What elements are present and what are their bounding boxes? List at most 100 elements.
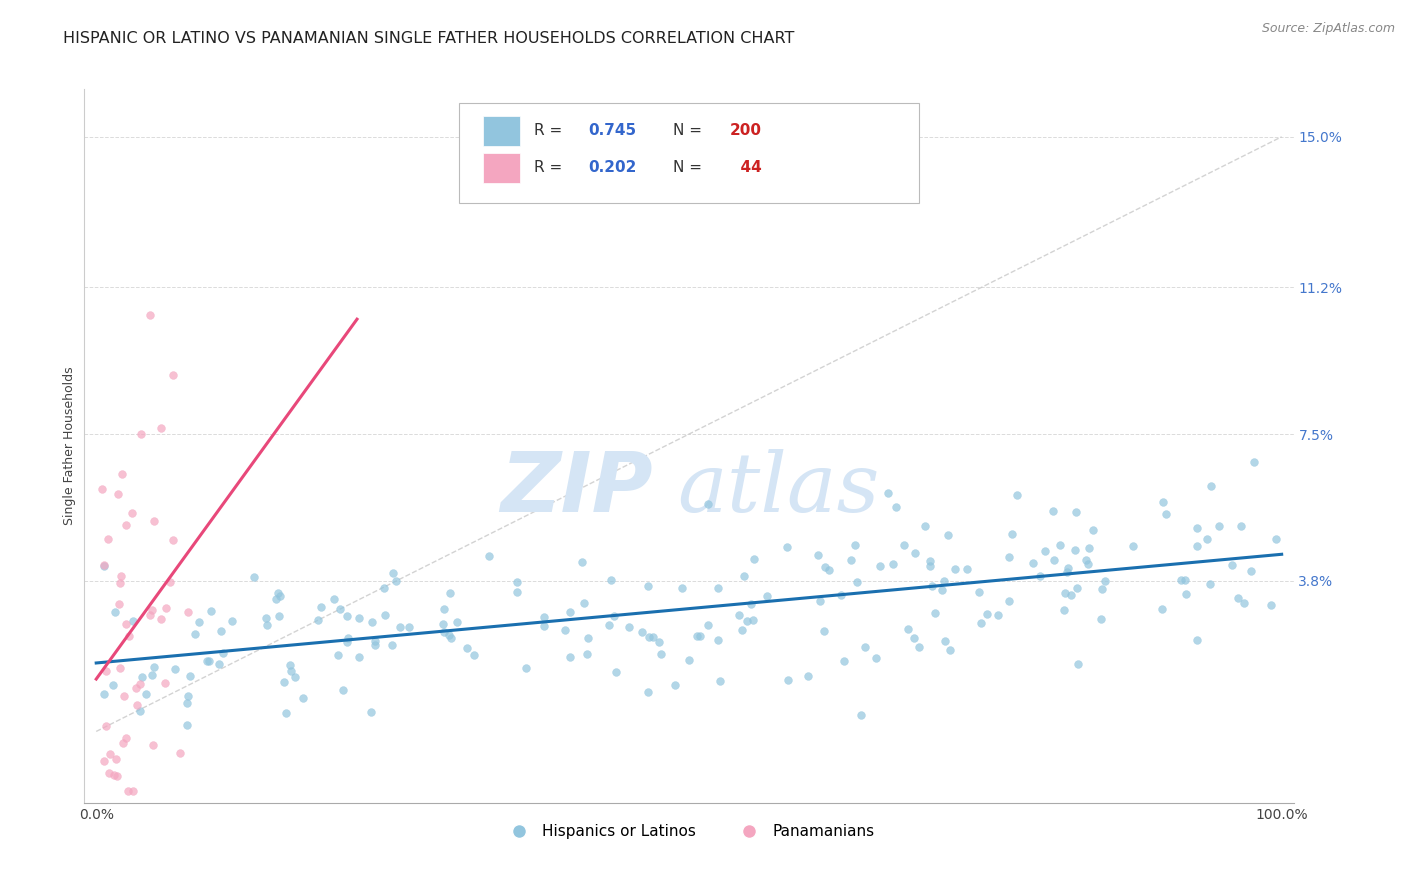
- Point: [332, 683, 354, 698]
- Point: [671, 581, 693, 595]
- Point: [924, 606, 946, 620]
- Point: [697, 498, 720, 512]
- Point: [1056, 565, 1078, 579]
- Point: [311, 599, 333, 614]
- Point: [98, 747, 121, 761]
- Point: [107, 486, 129, 500]
- Point: [143, 514, 166, 528]
- Point: [389, 620, 412, 634]
- Point: [433, 625, 456, 640]
- Point: [446, 615, 468, 629]
- Text: Source: ZipAtlas.com: Source: ZipAtlas.com: [1261, 22, 1395, 36]
- Point: [939, 642, 962, 657]
- Point: [97, 765, 120, 780]
- Point: [932, 574, 955, 588]
- Point: [1074, 553, 1097, 567]
- Point: [602, 609, 624, 624]
- Point: [936, 528, 959, 542]
- Text: 0.202: 0.202: [589, 161, 637, 175]
- Point: [877, 485, 900, 500]
- Point: [918, 554, 941, 568]
- Point: [1067, 657, 1090, 671]
- Point: [209, 624, 232, 638]
- Point: [291, 690, 314, 705]
- Point: [110, 661, 132, 675]
- Point: [893, 539, 915, 553]
- Point: [1094, 574, 1116, 588]
- Point: [970, 615, 993, 630]
- Point: [326, 648, 349, 662]
- Point: [967, 585, 990, 599]
- Point: [689, 629, 711, 643]
- Point: [329, 602, 352, 616]
- Point: [817, 564, 839, 578]
- Point: [177, 689, 200, 703]
- Point: [221, 614, 243, 628]
- Point: [1022, 556, 1045, 570]
- Point: [506, 575, 529, 590]
- Point: [361, 615, 384, 629]
- Point: [1195, 532, 1218, 546]
- Point: [576, 631, 599, 645]
- FancyBboxPatch shape: [484, 116, 520, 145]
- Point: [110, 576, 132, 591]
- Point: [323, 592, 346, 607]
- Point: [598, 617, 620, 632]
- Point: [1233, 596, 1256, 610]
- Point: [208, 657, 231, 671]
- Point: [709, 674, 731, 689]
- Point: [907, 640, 929, 655]
- Point: [91, 482, 114, 496]
- Point: [839, 553, 862, 567]
- Point: [558, 605, 581, 619]
- Point: [115, 617, 138, 632]
- Point: [943, 562, 966, 576]
- Text: N =: N =: [673, 161, 707, 175]
- Point: [755, 589, 778, 603]
- Point: [432, 617, 454, 632]
- Point: [1150, 602, 1173, 616]
- Point: [1187, 520, 1209, 534]
- Point: [903, 632, 925, 646]
- Point: [737, 615, 759, 629]
- Point: [267, 586, 290, 600]
- Point: [142, 738, 165, 752]
- Point: [195, 654, 218, 668]
- Point: [264, 591, 287, 606]
- Point: [307, 614, 329, 628]
- Point: [956, 562, 979, 576]
- FancyBboxPatch shape: [460, 103, 918, 203]
- Point: [117, 784, 139, 798]
- Point: [382, 566, 405, 580]
- Point: [1174, 573, 1197, 587]
- Point: [165, 662, 187, 676]
- Legend: Hispanics or Latinos, Panamanians: Hispanics or Latinos, Panamanians: [498, 818, 880, 845]
- Point: [1187, 633, 1209, 648]
- Point: [1220, 558, 1243, 572]
- Point: [273, 675, 295, 690]
- Point: [380, 639, 402, 653]
- Point: [374, 608, 396, 623]
- Point: [678, 653, 700, 667]
- Point: [336, 631, 359, 645]
- Point: [143, 660, 166, 674]
- Point: [360, 706, 382, 720]
- Point: [278, 657, 301, 672]
- Point: [150, 420, 173, 434]
- Point: [976, 607, 998, 622]
- Point: [1066, 582, 1088, 596]
- Point: [638, 630, 661, 644]
- Point: [869, 558, 891, 573]
- Point: [211, 646, 233, 660]
- Point: [1060, 588, 1083, 602]
- Point: [131, 670, 153, 684]
- Point: [129, 427, 152, 442]
- Point: [111, 737, 134, 751]
- Point: [349, 610, 371, 624]
- Point: [162, 533, 184, 547]
- Point: [121, 507, 143, 521]
- Point: [101, 678, 124, 692]
- Point: [808, 594, 831, 608]
- Point: [187, 615, 209, 630]
- Point: [1077, 557, 1099, 571]
